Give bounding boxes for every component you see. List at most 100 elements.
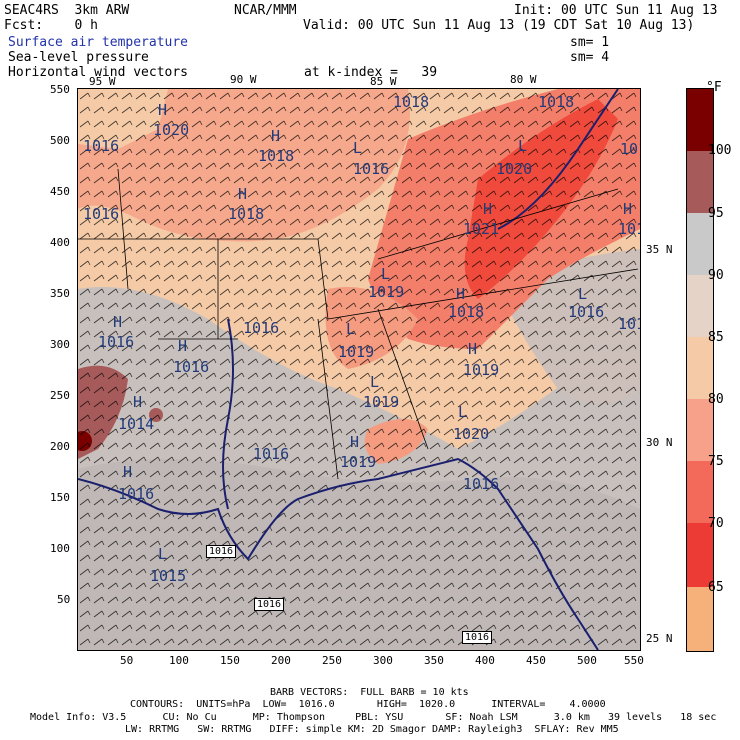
y-tick-label: 150 [50,491,70,504]
wind-barbs [78,89,640,650]
mississippi-river [222,318,234,510]
colorbar-swatch [687,523,713,587]
pressure-system-marker: L [370,373,379,391]
pressure-system-marker: H [456,285,465,303]
field-pressure: Sea-level pressure [8,50,149,65]
isobar-label: 1020 [496,160,532,178]
y-tick-label: 100 [50,542,70,555]
y-tick-label: 50 [57,593,71,606]
isobar-label: 1018 [538,93,574,111]
pressure-system-marker: H [238,185,247,203]
isobar-labels: 1020 1018 1018 1016 1018 1020 1018 1016 … [83,93,640,585]
isobar-label: 1019 [463,361,499,379]
y-tick-label: 350 [50,287,70,300]
colorbar-swatch [687,587,713,651]
valid-time: Valid: 00 UTC Sun 11 Aug 13 (19 CDT Sat … [303,18,695,33]
pressure-system-marker: H [113,313,122,331]
pressure-system-marker: H [123,463,132,481]
route-label: 1016 [254,598,285,611]
isobar-label: 1019 [340,453,376,471]
pressure-system-marker: H [271,127,280,145]
isobar-label: 1020 [453,425,489,443]
field-temperature: Surface air temperature [8,35,189,50]
isobar-label: 1018 [393,93,429,111]
x-tick-label: 100 [169,654,189,667]
pressure-system-marker: H [350,433,359,451]
y-tick-label: 450 [50,185,70,198]
forecast-hour: Fcst: 0 h [4,18,98,33]
isobar-label: 1018 [448,303,484,321]
colorbar-label: 95 [708,206,724,221]
barb-legend: BARB VECTORS: FULL BARB = 10 kts [270,687,469,698]
x-tick-label: 300 [373,654,393,667]
route-label: 1016 [462,631,493,644]
y-tick-label: 550 [50,83,70,96]
isobar-label: 1016 [253,445,289,463]
isobar-label: 1016 [463,475,499,493]
pressure-systems: H H L H L H H L H H L L H L H H L H H L [113,101,632,563]
x-tick-label: 400 [475,654,495,667]
isobar-label: 1018 [618,220,640,238]
latitude-label: 30 N [646,436,673,449]
isobar-label: 1014 [118,415,154,433]
colorbar-label: 85 [708,330,724,345]
pressure-system-marker: H [133,393,142,411]
init-time: Init: 00 UTC Sun 11 Aug 13 [514,3,718,18]
pressure-system-marker: L [158,545,167,563]
x-tick-label: 500 [577,654,597,667]
y-tick-label: 200 [50,440,70,453]
isobar-label: 1016 [98,333,134,351]
isobar-label: 1016 [83,205,119,223]
longitude-label: 95 W [89,75,116,88]
colorbar-swatch [687,89,713,151]
pressure-system-marker: L [346,320,355,338]
longitude-label: 80 W [510,73,537,86]
isobar-label: 1015 [150,567,186,585]
pressure-system-marker: L [353,139,362,157]
x-tick-label: 550 [624,654,644,667]
field-wind: Horizontal wind vectors [8,65,189,80]
colorbar-swatch [687,213,713,275]
x-tick-label: 200 [271,654,291,667]
physics-info: LW: RRTMG SW: RRTMG DIFF: simple KM: 2D … [125,724,619,735]
isobar-label: 1016 [568,303,604,321]
isobar-label: 1018 [258,147,294,165]
isobar-label: 1020 [153,121,189,139]
isobar-label: 1016 [353,160,389,178]
isobar-label: 1021 [463,220,499,238]
isobar-label: 1016 [243,319,279,337]
colorbar-label: 90 [708,268,724,283]
y-tick-label: 250 [50,389,70,402]
colorbar-swatch [687,461,713,523]
state-borders [78,168,639,480]
model-title: SEAC4RS 3km ARW [4,3,130,18]
isobar-label: 1019 [338,343,374,361]
y-tick-label: 500 [50,134,70,147]
map-canvas: 1020 1018 1018 1016 1018 1020 1018 1016 … [78,89,640,650]
colorbar-swatch [687,337,713,399]
colorbar-swatch [687,399,713,461]
latitude-label: 35 N [646,243,673,256]
longitude-label: 90 W [230,73,257,86]
x-tick-label: 50 [120,654,134,667]
colorbar-label: 70 [708,516,724,531]
y-tick-label: 300 [50,338,70,351]
temperature-colorbar [686,88,714,652]
pressure-system-marker: H [178,337,187,355]
x-tick-label: 450 [526,654,546,667]
x-tick-label: 250 [322,654,342,667]
field-pressure-smoothing: sm= 4 [570,50,610,65]
pressure-system-marker: H [158,101,167,119]
colorbar-label: 100 [708,143,732,158]
colorbar-label: 65 [708,580,724,595]
isobar-label: 1019 [368,283,404,301]
model-info: Model Info: V3.5 CU: No Cu MP: Thompson … [30,712,717,723]
y-tick-label: 400 [50,236,70,249]
isobar-label: 1018 [228,205,264,223]
pressure-system-marker: L [458,403,467,421]
x-tick-label: 150 [220,654,240,667]
colorbar-label: 75 [708,454,724,469]
org-label: NCAR/MMM [234,3,297,18]
colorbar-swatch [687,151,713,213]
colorbar-swatch [687,275,713,337]
